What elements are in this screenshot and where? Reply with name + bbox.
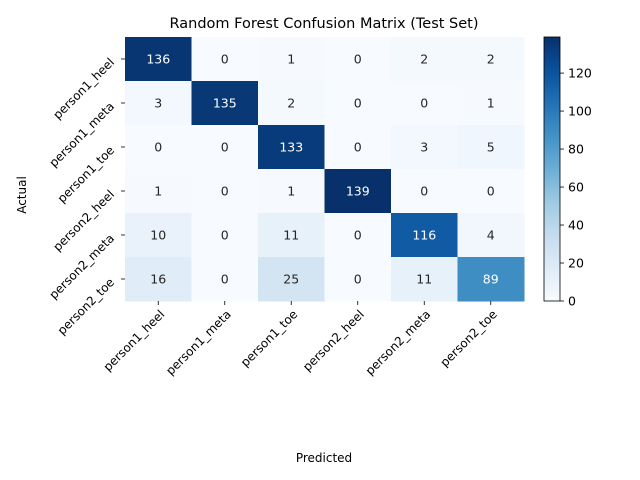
cell-value-label: 2 (420, 52, 428, 67)
heatmap-cell (391, 257, 458, 302)
heatmap-cell (457, 125, 525, 170)
heatmap-cell (457, 257, 525, 302)
heatmap-cell (258, 81, 325, 126)
cell-value-label: 5 (487, 140, 495, 155)
heatmap-cell (258, 125, 325, 170)
heatmap-cell (391, 169, 458, 214)
heatmap-cell (125, 125, 192, 170)
x-tick-label: person2_heel (300, 307, 367, 374)
colorbar-frame (543, 36, 561, 302)
cell-value-label: 0 (221, 184, 229, 199)
x-tick-label: person1_meta (163, 307, 234, 378)
cell-value-label: 136 (146, 52, 170, 67)
cell-value-label: 0 (354, 52, 362, 67)
colorbar-tick-label: 0 (568, 294, 576, 309)
heatmap-cell (324, 125, 392, 170)
heatmap-cell (258, 213, 325, 258)
chart-title: Random Forest Confusion Matrix (Test Set… (169, 16, 478, 32)
heatmap-cell (191, 257, 259, 302)
colorbar: 0 20 40 60 80 100 120 (543, 36, 592, 309)
cell-value-label: 1 (287, 184, 295, 199)
heatmap-cell (125, 169, 192, 214)
cell-value-label: 3 (420, 140, 428, 155)
x-tick-label: person2_meta (363, 307, 434, 378)
cell-value-label: 0 (154, 140, 162, 155)
heatmap-cell (125, 213, 192, 258)
cell-value-label: 0 (354, 96, 362, 111)
cell-value-label: 16 (150, 272, 166, 287)
cell-value-label: 11 (283, 228, 299, 243)
heatmap-cell (324, 213, 392, 258)
cell-value-label: 89 (483, 272, 499, 287)
heatmap-cell (324, 37, 392, 82)
heatmap-cell (258, 37, 325, 82)
x-axis-label: Predicted (296, 451, 352, 465)
cell-value-label: 0 (354, 228, 362, 243)
heatmap-cell (391, 125, 458, 170)
heatmap-cell (258, 169, 325, 214)
heatmap-cells: 136 0 1 0 2 23 135 2 0 0 10 0 133 0 3 51 0 1 139 0 010 0 11 0 11… (125, 37, 525, 302)
cell-value-label: 1 (154, 184, 162, 199)
cell-value-label: 139 (346, 184, 370, 199)
colorbar-tick-label: 60 (568, 180, 584, 195)
colorbar-tick-label: 80 (568, 142, 584, 157)
cell-value-label: 116 (412, 228, 436, 243)
heatmap-cell (391, 213, 458, 258)
heatmap-cell (324, 81, 392, 126)
heatmap-cell (191, 169, 259, 214)
cell-value-label: 0 (221, 140, 229, 155)
heatmap-cell (391, 81, 458, 126)
heatmap-cell (324, 257, 392, 302)
heatmap-cell (191, 125, 259, 170)
cell-value-label: 0 (354, 272, 362, 287)
cell-value-label: 25 (283, 272, 299, 287)
colorbar-tick-label: 40 (568, 218, 584, 233)
colorbar-tick-label: 120 (568, 66, 592, 81)
heatmap-cell (125, 81, 192, 126)
cell-value-label: 0 (354, 140, 362, 155)
cell-value-label: 11 (416, 272, 432, 287)
cell-value-label: 0 (221, 52, 229, 67)
heatmap-cell (191, 213, 259, 258)
heatmap-cell (391, 37, 458, 82)
cell-value-label: 3 (154, 96, 162, 111)
cell-value-label: 135 (213, 96, 237, 111)
heatmap-cell (457, 169, 525, 214)
cell-value-label: 0 (221, 272, 229, 287)
cell-value-label: 0 (221, 228, 229, 243)
y-axis-label: Actual (15, 176, 29, 214)
cell-value-label: 0 (487, 184, 495, 199)
cell-value-label: 0 (420, 96, 428, 111)
heatmap-cell (125, 37, 192, 82)
y-axis: person1_heelperson1_metaperson1_toeperso… (46, 55, 125, 338)
cell-value-label: 4 (487, 228, 495, 243)
cell-value-label: 2 (487, 52, 495, 67)
x-tick-label: person1_toe (238, 307, 300, 369)
colorbar-tick-label: 20 (568, 256, 584, 271)
cell-value-label: 2 (287, 96, 295, 111)
heatmap-cell (191, 81, 259, 126)
colorbar-gradient (544, 37, 560, 301)
heatmap-cell (258, 257, 325, 302)
cell-value-label: 1 (487, 96, 495, 111)
heatmap-cell (324, 169, 392, 214)
heatmap-cell (457, 213, 525, 258)
heatmap-cell (125, 257, 192, 302)
cell-value-label: 0 (420, 184, 428, 199)
x-tick-label: person2_toe (438, 307, 500, 369)
heatmap-cell (457, 37, 525, 82)
cell-value-label: 10 (150, 228, 166, 243)
x-tick-label: person1_heel (101, 307, 168, 374)
colorbar-tick-label: 100 (568, 104, 592, 119)
heatmap-cell (191, 37, 259, 82)
cell-value-label: 1 (287, 52, 295, 67)
heatmap-cell (457, 81, 525, 126)
cell-value-label: 133 (279, 140, 303, 155)
